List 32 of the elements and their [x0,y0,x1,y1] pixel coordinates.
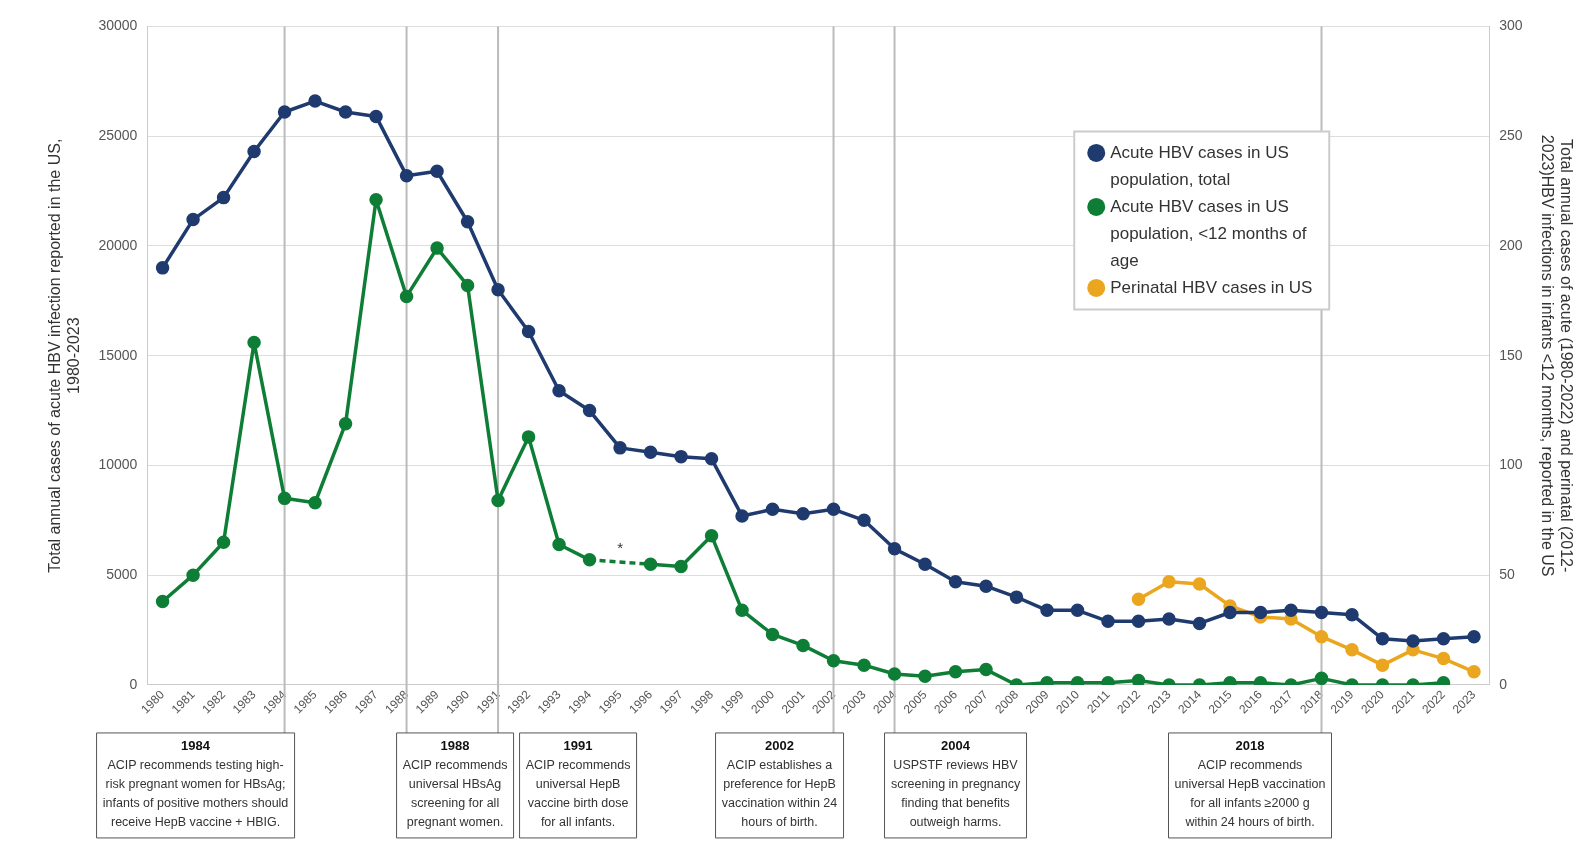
y2-tick-label: 150 [1499,346,1523,363]
y2-tick-label: 50 [1499,566,1516,583]
ref-line-label: ACIP recommends testing high-risk pregnant women for HBsAg; infants of positive mothers should receive HepB vaccine + HBIG. [102,757,289,829]
y-tick-label: 0 [129,675,138,692]
y2-tick-label: 100 [1499,456,1523,473]
ref-line-label: ACIP establishes a preference for HepB vaccination within 24 hours of birth. [721,757,838,829]
legend-label: Perinatal HBV cases in US [1110,277,1313,297]
ref-line-label: ACIP recommends universal HepB vaccination for all infants ≥2000 g within 24 hours of birth. [1174,757,1326,829]
ref-line-label: ACIP recommends universal HBsAg screening for all pregnant women. [402,757,508,829]
ref-line-label: USPSTF reviews HBV screening in pregnancy finding that benefits outweigh harms. [890,757,1021,829]
annotation: * [617,539,624,557]
y2-axis-title: Total annual cases of acute (1980-2022) and perinatal (2012-2023)HBV infections in infants <12 months, reported in the US [1538,134,1575,577]
y2-tick-label: 300 [1499,17,1523,34]
y2-tick-label: 0 [1499,675,1508,692]
y-axis-title: Total annual cases of acute HBV infection reported in the US, 1980-2023 [46,138,83,573]
legend-label: Acute HBV cases in US population, total [1110,142,1289,189]
y-tick-label: 25000 [98,127,138,144]
y-tick-label: 15000 [98,346,138,363]
y-tick-label: 5000 [106,566,138,583]
y-tick-label: 30000 [98,17,138,34]
legend-label: Acute HBV cases in US population, <12 months of age [1110,196,1307,270]
category-label: 1991 [563,738,593,754]
category-label: 1988 [440,738,470,754]
y2-tick-label: 200 [1499,236,1523,253]
y2-tick-label: 250 [1499,127,1523,144]
ref-line-label: ACIP recommends universal HepB vaccine birth dose for all infants. [525,757,631,829]
category-label: 1984 [181,738,211,754]
category-label: 2018 [1235,738,1265,754]
y-tick-label: 20000 [98,236,138,253]
category-label: 2004 [941,738,970,754]
category-label: 2002 [765,738,794,754]
y-tick-label: 10000 [98,456,138,473]
